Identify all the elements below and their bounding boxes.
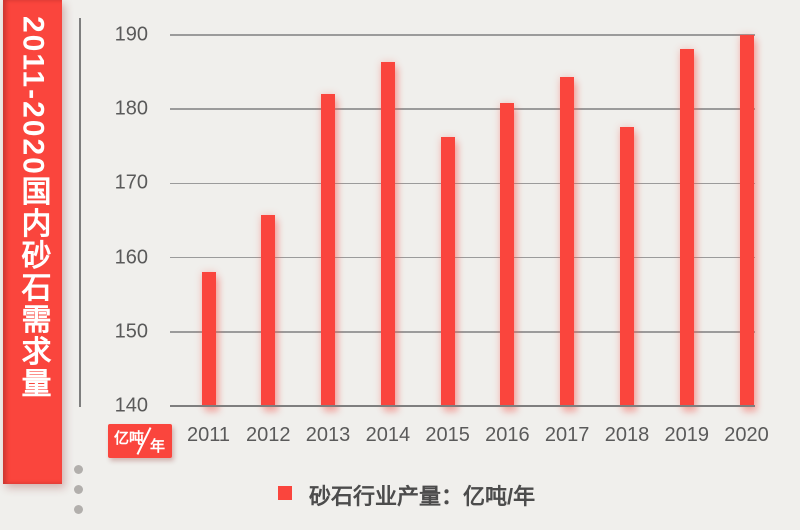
chart-title-vertical: 2011-2020国内砂石需求量	[16, 16, 50, 400]
x-tick-label-2018: 2018	[604, 424, 650, 446]
y-tick-label-150: 150	[114, 320, 148, 343]
y-tick-label-190: 190	[114, 23, 148, 46]
unit-badge: 亿吨 年	[108, 424, 172, 458]
bar-2012	[261, 215, 276, 406]
gridline-y-190	[170, 34, 755, 36]
bar-2019	[679, 49, 694, 406]
x-tick-label-2020: 2020	[724, 424, 769, 446]
x-tick-label-2011: 2011	[186, 424, 230, 446]
x-axis-line	[170, 405, 755, 407]
unit-badge-numerator: 亿吨	[114, 430, 145, 447]
x-tick-label-2019: 2019	[664, 424, 709, 446]
bar-2017	[560, 77, 575, 406]
y-axis-line	[79, 18, 81, 407]
x-tick-label-2012: 2012	[246, 424, 291, 446]
sidebar-banner: 2011-2020国内砂石需求量	[3, 0, 62, 484]
decor-dot-1	[74, 465, 83, 474]
x-tick-label-2014: 2014	[365, 424, 411, 446]
gridline-y-160	[170, 256, 755, 259]
y-tick-label-140: 140	[114, 394, 148, 417]
x-tick-label-2017: 2017	[544, 424, 590, 446]
x-tick-label-2015: 2015	[425, 424, 470, 446]
x-tick-label-2016: 2016	[485, 424, 530, 446]
gridline-y-170	[170, 182, 755, 185]
y-tick-label-160: 160	[114, 246, 148, 269]
gridline-y-180	[170, 108, 755, 110]
legend-label: 砂石行业产量：亿吨/年	[309, 484, 536, 509]
unit-badge-denominator: 年	[149, 438, 165, 455]
y-tick-label-170: 170	[114, 171, 148, 194]
decor-dot-3	[74, 505, 83, 514]
gridline-y-150	[170, 331, 755, 333]
legend-marker-square	[278, 486, 292, 500]
x-tick-label-2013: 2013	[305, 424, 351, 446]
bar-2014	[380, 62, 395, 406]
y-tick-label-180: 180	[114, 97, 148, 120]
bar-2018	[619, 127, 634, 406]
bar-2013	[321, 93, 336, 406]
bar-2011	[201, 271, 216, 406]
bar-2020	[739, 35, 754, 406]
bar-2016	[500, 103, 515, 406]
bar-2015	[440, 136, 455, 406]
decor-dot-2	[74, 485, 83, 494]
